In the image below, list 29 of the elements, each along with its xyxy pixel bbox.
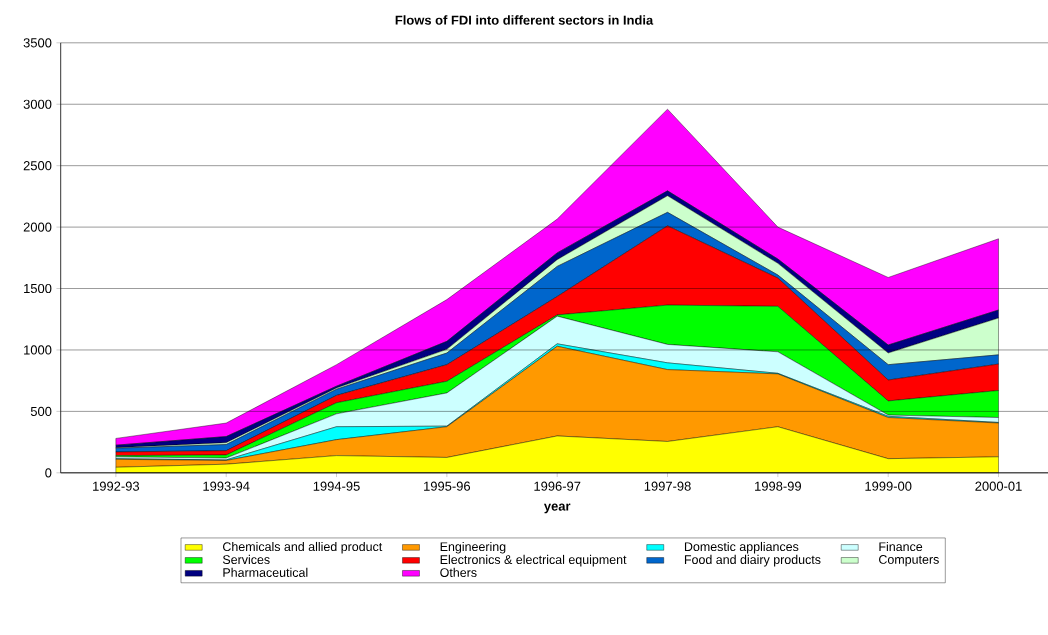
- x-tick-label: 1995-96: [424, 481, 471, 491]
- legend-label: Food and diairy products: [684, 554, 821, 567]
- legend-label: Domestic appliances: [684, 541, 799, 554]
- legend-label: Engineering: [440, 541, 506, 554]
- y-tick-label: 2000: [23, 222, 52, 232]
- x-axis-title: year: [543, 503, 571, 514]
- legend-label: Electronics & electrical equipment: [440, 554, 627, 567]
- legend-label: Computers: [879, 555, 939, 567]
- legend-label: Finance: [879, 541, 923, 552]
- x-tick-label: 1992-93: [93, 481, 140, 491]
- legend-label: Others: [440, 567, 477, 577]
- y-tick-label: 0: [45, 468, 52, 478]
- x-tick-label: 1996-97: [534, 481, 581, 491]
- x-tick-label: 2000-01: [975, 481, 1022, 491]
- chart-title: Flows of FDI into different sectors in India: [395, 15, 654, 25]
- y-tick-label: 1500: [24, 283, 52, 294]
- y-tick-label: 2500: [23, 161, 52, 171]
- x-tick-label: 1999-00: [865, 481, 912, 491]
- y-tick-label: 3500: [23, 38, 52, 48]
- legend-label: Pharmaceutical: [223, 567, 308, 577]
- x-tick-label: 1993-94: [203, 481, 250, 491]
- y-tick-label: 3000: [23, 99, 52, 109]
- legend-label: Services: [222, 554, 270, 565]
- legend-label: Chemicals and allied product: [223, 541, 383, 554]
- x-tick-label: 1997-98: [644, 481, 691, 491]
- y-tick-label: 1000: [24, 345, 52, 355]
- x-tick-label: 1998-99: [755, 481, 802, 491]
- y-tick-label: 500: [30, 406, 52, 416]
- x-tick-label: 1994-95: [313, 481, 360, 491]
